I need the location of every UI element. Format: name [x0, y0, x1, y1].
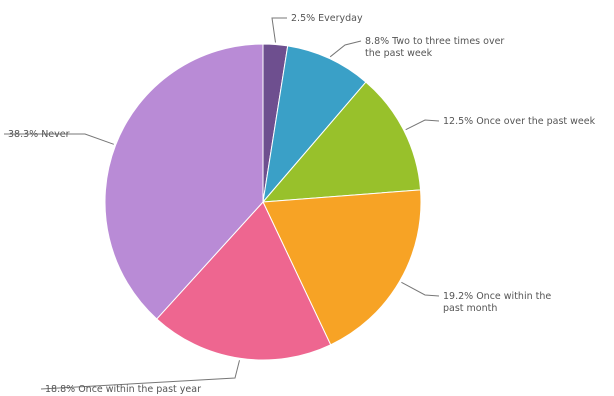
pie-slice — [156, 201, 332, 361]
leader-line — [4, 133, 114, 145]
pie-slice — [262, 45, 367, 204]
slice-label: 38.3% Never — [8, 129, 70, 140]
leader-line — [401, 281, 440, 297]
leader-line — [405, 119, 440, 131]
leader-line — [271, 17, 287, 43]
slice-label: 19.2% Once within the past month — [443, 291, 551, 314]
slice-label: 12.5% Once over the past week — [443, 116, 596, 127]
slice-label: 8.8% Two to three times over the past wee… — [365, 36, 504, 59]
slice-labels: 2.5% Everyday 8.8% Two to three times ove… — [8, 13, 596, 395]
leader-line — [40, 360, 240, 390]
leader-lines — [4, 17, 440, 390]
pie-slice — [104, 43, 264, 320]
leader-line — [329, 40, 362, 58]
pie-slice — [261, 81, 422, 203]
pie-slices — [104, 43, 422, 361]
pie-slice — [262, 189, 422, 346]
slice-label: 18.8% Once within the past year — [45, 384, 201, 395]
slice-label: 2.5% Everyday — [291, 13, 363, 24]
